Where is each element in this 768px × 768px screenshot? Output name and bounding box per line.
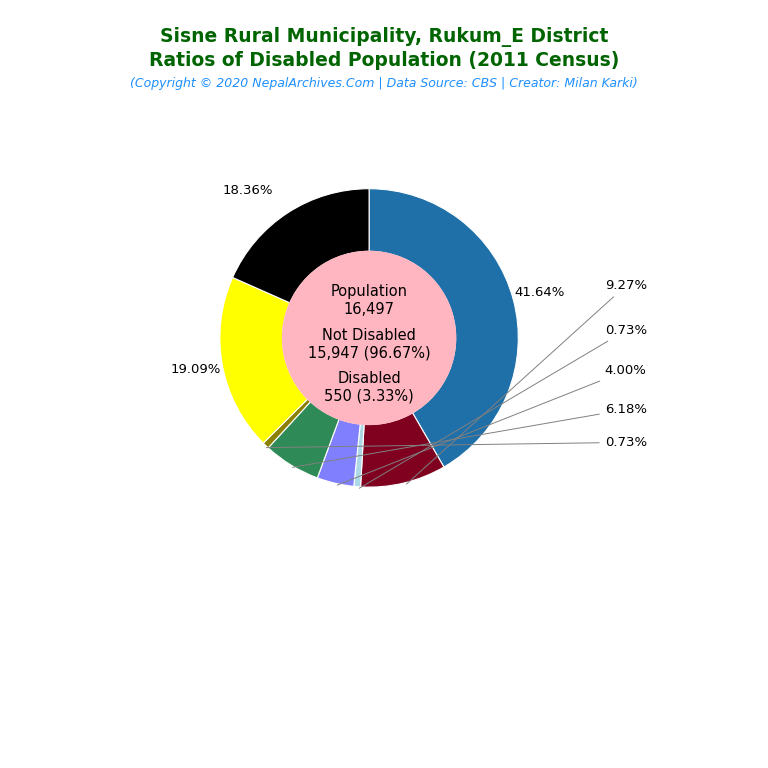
Wedge shape [233,189,369,303]
Wedge shape [354,424,364,487]
Text: Not Disabled
15,947 (96.67%): Not Disabled 15,947 (96.67%) [308,328,430,360]
Text: 19.09%: 19.09% [170,363,221,376]
Text: 41.64%: 41.64% [514,286,564,299]
Wedge shape [369,189,518,467]
Wedge shape [317,419,360,486]
Wedge shape [360,412,444,487]
Wedge shape [268,402,339,478]
Text: 6.18%: 6.18% [293,403,647,467]
Wedge shape [220,277,308,443]
Text: 18.36%: 18.36% [223,184,273,197]
Text: Disabled
550 (3.33%): Disabled 550 (3.33%) [324,371,414,403]
Text: Ratios of Disabled Population (2011 Census): Ratios of Disabled Population (2011 Cens… [149,51,619,71]
Text: (Copyright © 2020 NepalArchives.Com | Data Source: CBS | Creator: Milan Karki): (Copyright © 2020 NepalArchives.Com | Da… [130,77,638,90]
Text: Sisne Rural Municipality, Rukum_E District: Sisne Rural Municipality, Rukum_E Distri… [160,27,608,47]
Text: Population
16,497: Population 16,497 [330,284,408,317]
Circle shape [283,251,455,425]
Text: 4.00%: 4.00% [337,364,647,485]
Text: 0.73%: 0.73% [266,436,647,449]
Text: 0.73%: 0.73% [359,324,647,488]
Text: 9.27%: 9.27% [406,280,647,484]
Wedge shape [263,399,310,448]
